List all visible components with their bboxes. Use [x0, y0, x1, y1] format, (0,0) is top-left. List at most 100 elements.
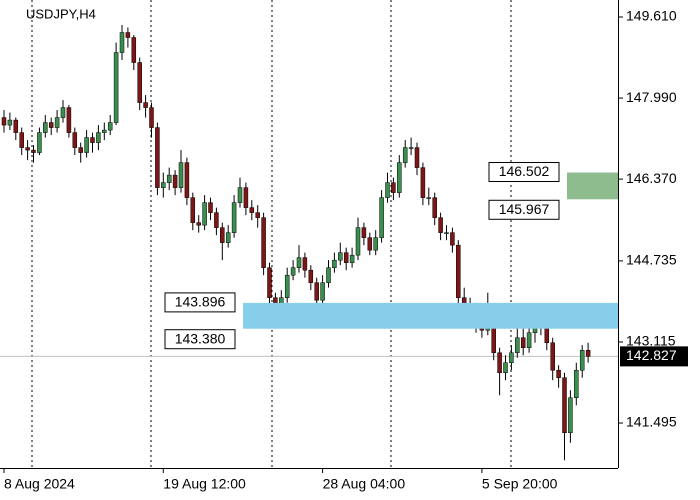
zone-label-box [488, 199, 560, 220]
y-tick-label: 143.115 [626, 333, 676, 349]
candle-body [43, 122, 48, 133]
candle-body [526, 332, 532, 348]
y-tick-label: 144.735 [626, 252, 677, 268]
candle-body [72, 132, 78, 148]
candle-body [556, 369, 561, 378]
candle-body [379, 197, 384, 238]
candle-body [1, 117, 7, 126]
candle-body [402, 147, 408, 163]
candle-body [13, 119, 19, 133]
candle-body [161, 182, 166, 188]
candle-body [367, 237, 373, 251]
candle-body [456, 244, 461, 298]
candle-body [90, 137, 95, 143]
x-tick-label: 5 Sep 20:00 [482, 476, 558, 492]
candle-body [385, 182, 390, 198]
chart-title: USDJPY,H4 [26, 6, 96, 21]
candle-body [320, 282, 325, 301]
candle-body [249, 207, 255, 213]
candle-body [208, 202, 213, 213]
candle-body [220, 227, 225, 243]
candle-body [178, 162, 184, 188]
candle-body [84, 137, 89, 153]
candle-body [255, 212, 260, 218]
zone [567, 172, 618, 200]
candle-body [202, 202, 207, 226]
candle-body [125, 32, 131, 38]
zone-label-box [164, 292, 236, 313]
vertical-grid [31, 0, 512, 468]
candle-body [432, 197, 437, 218]
candle-body [550, 342, 555, 371]
candle-body [66, 107, 72, 133]
candle-body [184, 162, 190, 198]
candle-body [497, 352, 502, 373]
candle-body [420, 167, 426, 198]
zone-label-box [164, 329, 236, 350]
candle-body [149, 107, 154, 128]
candle-body [225, 232, 231, 243]
candle-body [137, 62, 142, 103]
candle-body [438, 217, 443, 233]
candle-body [267, 267, 272, 298]
candle-body [166, 174, 172, 183]
last-price-box [620, 346, 688, 367]
last-price-label: 142.827 [626, 347, 677, 363]
candle-body [243, 187, 249, 208]
candle-body [491, 327, 496, 353]
candle-body [113, 52, 119, 123]
candle-body [96, 132, 101, 143]
zone-label: 143.896 [175, 294, 226, 310]
zone [243, 302, 618, 329]
y-tick-label: 146.370 [626, 170, 677, 186]
candle-body [60, 107, 66, 118]
x-tick-label: 28 Aug 04:00 [323, 476, 406, 492]
candle-body [585, 349, 591, 357]
candle-body [355, 227, 361, 256]
candle-body [509, 352, 514, 363]
candle-body [290, 267, 296, 276]
zone-label-box [488, 162, 560, 183]
y-tick-label: 147.990 [626, 89, 677, 105]
candle-body [426, 197, 432, 199]
candle-body [284, 274, 290, 298]
candle-body [326, 267, 331, 283]
candle-body [568, 397, 573, 434]
candle-body [261, 217, 266, 268]
candle-body [190, 197, 196, 223]
candle-body [214, 212, 219, 228]
candle-body [579, 349, 585, 371]
y-tick-label: 149.610 [626, 8, 677, 24]
y-tick-label: 141.495 [626, 414, 677, 430]
candle-body [373, 237, 378, 251]
zone-label: 143.380 [175, 330, 226, 346]
candle-body [107, 122, 113, 131]
candle-body [343, 252, 349, 263]
candle-body [25, 147, 30, 151]
candle-body [237, 187, 243, 203]
candle-body [338, 252, 343, 261]
candle-body [444, 232, 449, 234]
candle-body [503, 362, 508, 373]
candle-body [196, 222, 201, 226]
candle-body [414, 147, 420, 168]
candle-body [131, 37, 137, 63]
candle-body [332, 259, 337, 268]
candle-body [391, 182, 396, 193]
candle-body [155, 127, 160, 188]
zone-label: 145.967 [499, 201, 550, 217]
candle-body [520, 337, 526, 348]
candle-body [37, 132, 42, 153]
candle-body [296, 257, 302, 268]
candle-body [78, 147, 83, 153]
candle-body [361, 227, 367, 238]
candle-body [408, 147, 414, 149]
candle-body [450, 232, 455, 246]
candle-body [302, 257, 308, 271]
x-tick-label: 19 Aug 12:00 [163, 476, 246, 492]
candle-body [562, 377, 567, 434]
candle-body [308, 269, 314, 283]
candle-body [314, 282, 319, 301]
